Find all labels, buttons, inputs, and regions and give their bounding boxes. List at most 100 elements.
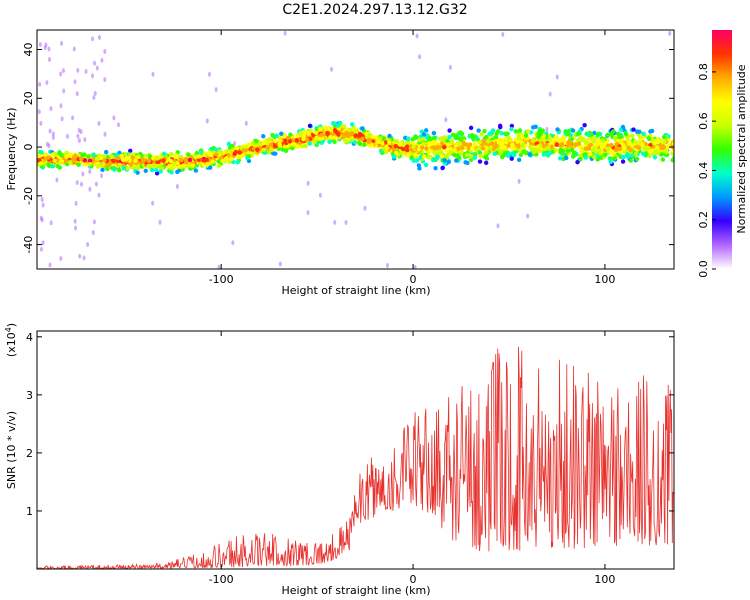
spectrogram-cell bbox=[151, 71, 155, 77]
spectrogram-cell bbox=[593, 149, 598, 154]
spectrogram-cell bbox=[447, 128, 452, 133]
spectrogram-cell bbox=[484, 149, 489, 155]
spectrogram-cell bbox=[477, 139, 482, 145]
spectrogram-cell bbox=[457, 155, 462, 161]
spectrogram-cell bbox=[415, 33, 419, 39]
spectrogram-cell bbox=[441, 144, 447, 150]
spectrogram-cell bbox=[452, 152, 457, 158]
spectrogram-cell bbox=[154, 171, 160, 176]
spectrogram-cell bbox=[332, 135, 337, 140]
spectrogram-cell bbox=[352, 140, 357, 145]
spectrogram-cell bbox=[235, 160, 240, 165]
spectrogram-cell bbox=[282, 133, 287, 138]
spectrogram-cell bbox=[458, 130, 463, 135]
spectrogram-cell bbox=[305, 137, 310, 143]
spectrogram-cell bbox=[268, 142, 274, 147]
spectrogram-cell bbox=[178, 157, 183, 162]
spectrogram-cell bbox=[586, 146, 592, 151]
spectrogram-cell bbox=[344, 220, 348, 226]
spectrogram-cell bbox=[428, 148, 433, 154]
spectrogram-cell bbox=[660, 157, 666, 162]
spectrogram-cell bbox=[445, 138, 450, 144]
spectrogram-cell bbox=[463, 142, 469, 147]
spectrogram-cell bbox=[92, 219, 96, 225]
spectrogram-cell bbox=[39, 120, 43, 126]
spectrogram-cell bbox=[517, 128, 523, 133]
spectrogram-cell bbox=[467, 142, 473, 147]
spectrogram-cell bbox=[431, 135, 437, 141]
spectrogram-cell bbox=[541, 152, 547, 157]
spectrogram-cell bbox=[59, 71, 63, 77]
spectrogram-frame bbox=[36, 29, 675, 270]
spectrogram-cell bbox=[659, 152, 664, 157]
spectrogram-cell bbox=[48, 128, 52, 134]
spectrogram-cell bbox=[578, 157, 583, 162]
spectrogram-cell bbox=[269, 147, 274, 153]
spectrogram-cell bbox=[626, 145, 631, 151]
spectrogram-cell bbox=[50, 164, 55, 169]
spectrogram-cell bbox=[82, 162, 87, 167]
spectrogram-cell bbox=[39, 150, 44, 155]
spectrogram-cell bbox=[97, 35, 101, 41]
spectrogram-cell bbox=[576, 141, 582, 146]
spectrogram-cell bbox=[61, 68, 65, 74]
spectrogram-cell bbox=[349, 122, 355, 127]
spectrogram-cell bbox=[438, 149, 443, 154]
spectrogram-cell bbox=[327, 139, 332, 145]
spectrogram-y-tick-label: 40 bbox=[22, 43, 35, 57]
spectrogram-cell bbox=[179, 164, 184, 169]
spectrogram-cell bbox=[50, 152, 55, 157]
spectrogram-cell bbox=[494, 143, 499, 149]
spectrogram-cell bbox=[506, 143, 511, 148]
spectrogram-cell bbox=[288, 132, 293, 137]
spectrogram-cell bbox=[184, 159, 189, 165]
spectrogram-cell bbox=[579, 149, 584, 154]
spectrogram-cell bbox=[254, 139, 259, 144]
spectrogram-cell bbox=[97, 192, 101, 198]
spectrogram-cell bbox=[161, 158, 166, 163]
spectrogram-cell bbox=[393, 139, 398, 144]
spectrogram-cell bbox=[634, 156, 640, 162]
spectrogram-ticks: -100 0 100 -40 -20 0 20 40 bbox=[22, 30, 674, 286]
spectrogram-cell bbox=[216, 163, 222, 168]
spectrogram-cell bbox=[243, 148, 248, 153]
spectrogram-cell bbox=[168, 158, 173, 164]
spectrogram-cell bbox=[492, 151, 497, 157]
spectrogram-cell bbox=[121, 166, 127, 171]
snr-y-tick-label: 1 bbox=[26, 505, 33, 518]
spectrogram-cell bbox=[399, 150, 404, 156]
spectrogram-cell bbox=[448, 146, 453, 152]
spectrogram-cell bbox=[547, 136, 552, 142]
spectrogram-cell bbox=[306, 210, 310, 216]
spectrogram-cell bbox=[615, 146, 621, 151]
spectrogram-cell bbox=[306, 180, 310, 186]
spectrogram-cell bbox=[100, 167, 105, 173]
spectrogram-cell bbox=[272, 138, 278, 144]
spectrogram-cell bbox=[94, 156, 100, 161]
spectrogram-cell bbox=[158, 169, 163, 174]
spectrogram-cell bbox=[88, 186, 92, 192]
colorbar-tick-label: 0.2 bbox=[697, 211, 710, 229]
spectrogram-cell bbox=[560, 136, 566, 141]
spectrogram-cell bbox=[283, 138, 288, 143]
spectrogram-cell bbox=[608, 156, 614, 161]
spectrogram-cell bbox=[505, 131, 510, 136]
spectrogram-cell bbox=[472, 142, 478, 147]
spectrogram-cell bbox=[74, 200, 78, 206]
spectrogram-cell bbox=[231, 240, 235, 246]
spectrogram-cell bbox=[38, 81, 42, 87]
spectrogram-x-tick-label: -100 bbox=[209, 273, 234, 286]
spectrogram-cell bbox=[80, 181, 84, 187]
spectrogram-cell bbox=[299, 143, 305, 149]
spectrogram-cell bbox=[155, 159, 161, 165]
spectrogram-cell bbox=[599, 144, 605, 149]
spectrogram-cell bbox=[434, 155, 440, 161]
spectrogram-cell bbox=[499, 131, 504, 136]
spectrogram-cell bbox=[423, 128, 429, 133]
spectrogram-cell bbox=[93, 60, 97, 66]
spectrogram-cell bbox=[369, 143, 375, 148]
spectrogram-cell bbox=[442, 158, 447, 163]
spectrogram-cell bbox=[536, 148, 541, 154]
spectrogram-cell bbox=[162, 151, 167, 156]
